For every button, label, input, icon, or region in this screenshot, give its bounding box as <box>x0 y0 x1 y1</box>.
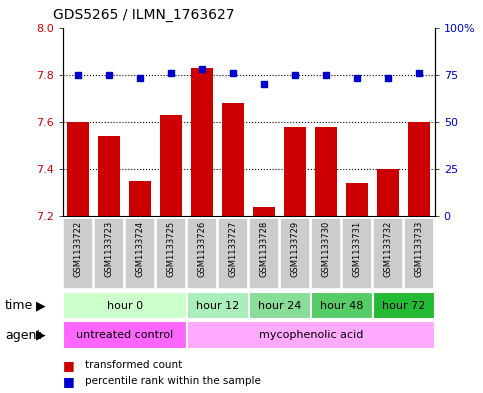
Bar <box>249 292 311 319</box>
Text: percentile rank within the sample: percentile rank within the sample <box>85 376 260 386</box>
Text: ▶: ▶ <box>36 329 46 342</box>
Bar <box>346 183 368 216</box>
Text: hour 0: hour 0 <box>107 301 143 310</box>
Bar <box>63 321 187 349</box>
Bar <box>311 292 373 319</box>
Bar <box>94 218 124 289</box>
Text: hour 24: hour 24 <box>258 301 301 310</box>
Bar <box>156 218 186 289</box>
Text: time: time <box>5 299 33 312</box>
Text: GSM1133731: GSM1133731 <box>353 220 362 277</box>
Bar <box>126 218 155 289</box>
Text: untreated control: untreated control <box>76 330 173 340</box>
Bar <box>315 127 337 216</box>
Text: transformed count: transformed count <box>85 360 182 371</box>
Text: hour 72: hour 72 <box>382 301 426 310</box>
Text: GSM1133733: GSM1133733 <box>415 220 424 277</box>
Bar <box>312 218 341 289</box>
Bar <box>68 122 89 216</box>
Text: GSM1133727: GSM1133727 <box>229 220 238 277</box>
Bar <box>254 207 275 216</box>
Bar <box>342 218 372 289</box>
Text: hour 12: hour 12 <box>196 301 240 310</box>
Text: GSM1133729: GSM1133729 <box>291 220 300 277</box>
Bar <box>280 218 310 289</box>
Bar <box>404 218 434 289</box>
Text: ■: ■ <box>63 375 74 388</box>
Bar <box>63 218 93 289</box>
Bar <box>187 218 217 289</box>
Bar <box>222 103 244 216</box>
Text: ▶: ▶ <box>36 299 46 312</box>
Bar <box>284 127 306 216</box>
Text: GDS5265 / ILMN_1763627: GDS5265 / ILMN_1763627 <box>53 8 235 22</box>
Text: GSM1133724: GSM1133724 <box>136 220 145 277</box>
Bar <box>191 68 213 216</box>
Bar <box>187 321 435 349</box>
Bar <box>187 292 249 319</box>
Bar <box>377 169 399 216</box>
Text: hour 48: hour 48 <box>320 301 363 310</box>
Text: GSM1133728: GSM1133728 <box>260 220 269 277</box>
Text: agent: agent <box>5 329 41 342</box>
Text: mycophenolic acid: mycophenolic acid <box>258 330 363 340</box>
Bar <box>129 181 151 216</box>
Bar <box>373 292 435 319</box>
Text: GSM1133726: GSM1133726 <box>198 220 207 277</box>
Bar <box>373 218 403 289</box>
Text: GSM1133730: GSM1133730 <box>322 220 331 277</box>
Bar <box>218 218 248 289</box>
Text: GSM1133722: GSM1133722 <box>74 220 83 277</box>
Text: GSM1133725: GSM1133725 <box>167 220 176 277</box>
Bar <box>408 122 430 216</box>
Bar <box>63 292 187 319</box>
Text: GSM1133723: GSM1133723 <box>105 220 114 277</box>
Bar <box>99 136 120 216</box>
Text: GSM1133732: GSM1133732 <box>384 220 393 277</box>
Text: ■: ■ <box>63 359 74 372</box>
Bar <box>249 218 279 289</box>
Bar <box>160 115 182 216</box>
